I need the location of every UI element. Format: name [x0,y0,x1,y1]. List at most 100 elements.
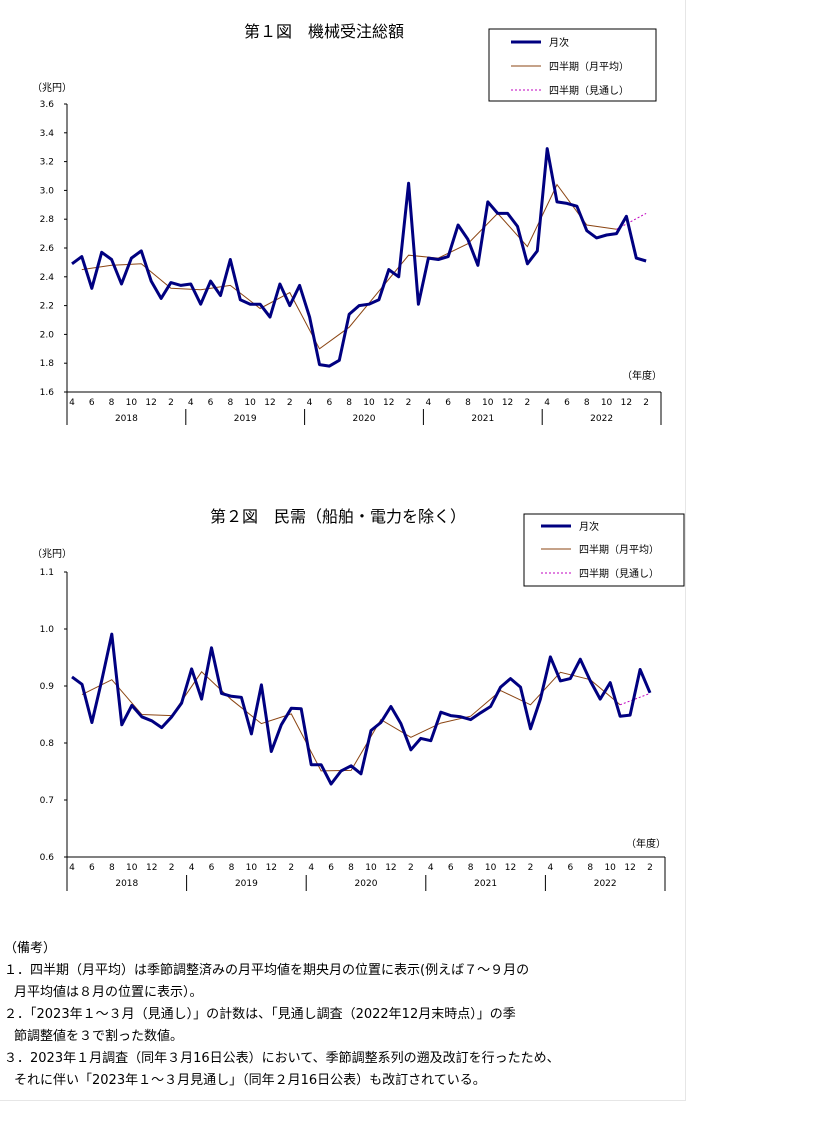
x-tick-label: 6 [209,863,215,873]
note-line: １．四半期（月平均）は季節調整済みの月平均値を期央月の位置に表示(例えば７～９月… [4,963,530,978]
x-tick-label: 8 [348,863,354,873]
x-tick-label: 10 [246,863,258,873]
note-line: 節調整値を３で割った数値。 [14,1029,184,1044]
year-label: 2018 [115,879,138,889]
legend-label-monthly: 月次 [579,520,599,533]
notes: （備考） １．四半期（月平均）は季節調整済みの月平均値を期央月の位置に表示(例え… [4,938,684,1092]
series-monthly-line [71,632,652,786]
y-tick-label: 0.9 [40,682,55,692]
x-tick-label: 2 [524,398,530,408]
x-tick-label: 10 [604,863,616,873]
y-tick-label: 3.2 [40,158,54,168]
x-tick-label: 6 [208,398,214,408]
x-tick-label: 2 [408,863,414,873]
chart-title: 第１図 機械受注総額 [244,22,404,41]
year-label: 2019 [235,879,258,889]
legend-label-quarterly: 四半期（月平均） [549,60,629,73]
page: 第１図 機械受注総額 （兆円） （年度） 3.6 3.4 3.2 3.0 2.8 2.6 2… [0,0,686,1101]
x-tick-label: 8 [109,863,115,873]
x-tick-label: 6 [89,863,95,873]
x-tick-label: 6 [328,863,334,873]
legend-label-outlook: 四半期（見通し） [549,84,629,97]
x-tick-label: 12 [266,863,277,873]
x-tick-label: 10 [482,398,494,408]
x-tick-label: 10 [485,863,497,873]
x-tick-label: 4 [307,398,313,408]
x-tick-label: 2 [168,398,174,408]
x-tick-label: 8 [468,863,474,873]
y-tick-label: 2.0 [40,330,55,340]
x-tick-label: 4 [428,863,434,873]
legend-box [488,28,657,102]
x-tick-label: 6 [567,863,573,873]
note-line: ３．2023年１月調査（同年３月16日公表）において、季節調整系列の遡及改訂を行… [4,1051,560,1066]
x-tick-label: 12 [502,398,513,408]
legend-label-outlook: 四半期（見通し） [579,567,659,580]
x-tick-label: 2 [647,863,653,873]
year-label: 2022 [594,879,617,889]
series-outlook-line [619,692,651,706]
x-tick-label: 10 [126,398,138,408]
x-tick-label: 4 [69,863,75,873]
x-tick-label: 8 [465,398,471,408]
year-label: 2021 [471,414,494,424]
axes-layer: 1.1 1.0 0.9 0.8 0.7 0.6 4 6 8 10 12 2 4 6 8 10 12 2 4 6 8 10 1… [40,568,666,891]
year-label: 2022 [590,414,613,424]
series-quarterly-line [81,183,617,350]
x-tick-label: 2 [528,863,534,873]
y-tick-label: 1.6 [40,388,55,398]
x-tick-label: 12 [621,398,632,408]
series-quarterly-line [81,671,621,772]
x-tick-label: 2 [169,863,175,873]
x-tick-label: 12 [383,398,394,408]
chart-2: 第２図 民需（船舶・電力を除く） （兆円） （年度） 1.1 1.0 0.9 0.8 0… [32,507,685,891]
legend: 月次 四半期（月平均） 四半期（見通し） [523,513,685,587]
x-tick-label: 12 [264,398,275,408]
x-tick-label: 4 [425,398,431,408]
x-tick-label: 12 [385,863,396,873]
x-tick-label: 12 [145,398,156,408]
x-tick-label: 8 [346,398,352,408]
y-unit-label: （兆円） [32,82,72,94]
y-tick-label: 2.8 [40,215,55,225]
x-tick-label: 4 [69,398,75,408]
x-tick-label: 6 [89,398,95,408]
y-tick-label: 3.6 [40,100,55,110]
x-tick-label: 2 [643,398,649,408]
axes-layer: 3.6 3.4 3.2 3.0 2.8 2.6 2.4 2.2 2.0 1.8 1.6 4 6 8 10 12… [40,100,662,425]
series-monthly-line [71,147,647,368]
y-tick-label: 3.0 [40,186,55,196]
x-tick-label: 10 [244,398,256,408]
x-tick-label: 8 [584,398,590,408]
y-tick-label: 2.2 [40,302,54,312]
year-label: 2021 [474,879,497,889]
notes-heading: （備考） [4,941,57,956]
x-tick-label: 12 [624,863,635,873]
chart-1: 第１図 機械受注総額 （兆円） （年度） 3.6 3.4 3.2 3.0 2.8 2.6 2… [32,22,662,425]
y-tick-label: 2.6 [40,244,55,254]
y-unit-label: （兆円） [32,548,72,560]
note-line: 月平均値は８月の位置に表示）。 [14,985,203,1000]
note-line: それに伴い「2023年１～３月見通し」（同年２月16日公表）も改訂されている。 [14,1073,486,1088]
series-layer [71,632,652,786]
y-tick-label: 0.6 [40,853,55,863]
x-tick-label: 2 [287,398,293,408]
chart-title: 第２図 民需（船舶・電力を除く） [210,507,466,526]
x-tick-label: 10 [126,863,138,873]
x-unit-label: （年度） [626,837,666,850]
x-tick-label: 8 [109,398,115,408]
y-tick-label: 3.4 [40,129,55,139]
x-tick-label: 2 [288,863,294,873]
y-tick-label: 1.0 [40,625,55,635]
y-tick-label: 1.1 [40,568,54,578]
y-tick-label: 0.7 [40,796,54,806]
legend: 月次 四半期（月平均） 四半期（見通し） [488,28,657,102]
x-unit-label: （年度） [622,369,662,382]
legend-label-quarterly: 四半期（月平均） [579,543,659,556]
year-label: 2020 [355,879,378,889]
x-tick-label: 12 [505,863,516,873]
x-tick-label: 2 [406,398,412,408]
x-tick-label: 10 [601,398,613,408]
note-line: ２．「2023年１～３月（見通し）」の計数は、「見通し調査（2022年12月末時… [4,1007,516,1022]
year-label: 2020 [353,414,376,424]
